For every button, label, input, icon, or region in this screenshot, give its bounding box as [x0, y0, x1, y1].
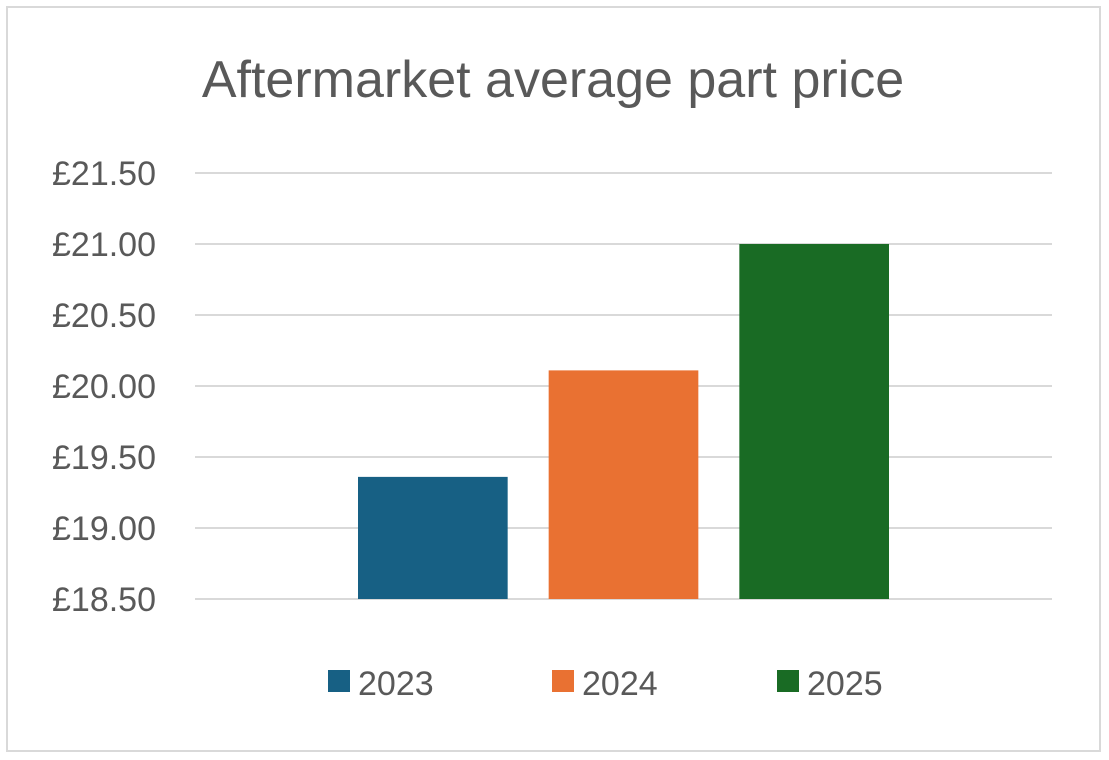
legend-label: 2023	[358, 665, 434, 703]
legend: 2023 2024 2025	[328, 665, 883, 703]
bars	[358, 244, 889, 599]
bar-2023	[358, 476, 508, 599]
bar-2025	[739, 244, 889, 599]
bar-2024	[548, 370, 699, 599]
y-tick-label: £18.50	[52, 581, 156, 619]
legend-label: 2024	[582, 665, 658, 703]
legend-swatch	[777, 670, 799, 692]
chart-title: Aftermarket average part price	[202, 51, 904, 109]
legend-swatch	[328, 670, 350, 692]
y-tick-label: £20.50	[52, 297, 156, 335]
legend-swatch	[552, 670, 574, 692]
y-tick-label: £20.00	[52, 368, 156, 406]
legend-label: 2025	[807, 665, 883, 703]
y-tick-label: £19.50	[52, 439, 156, 477]
y-tick-label: £19.00	[52, 510, 156, 548]
y-axis-tick-labels: £21.50 £21.00 £20.50 £20.00 £19.50 £19.00 £18.…	[52, 155, 156, 619]
y-tick-label: £21.00	[52, 226, 156, 264]
y-tick-label: £21.50	[52, 155, 156, 193]
